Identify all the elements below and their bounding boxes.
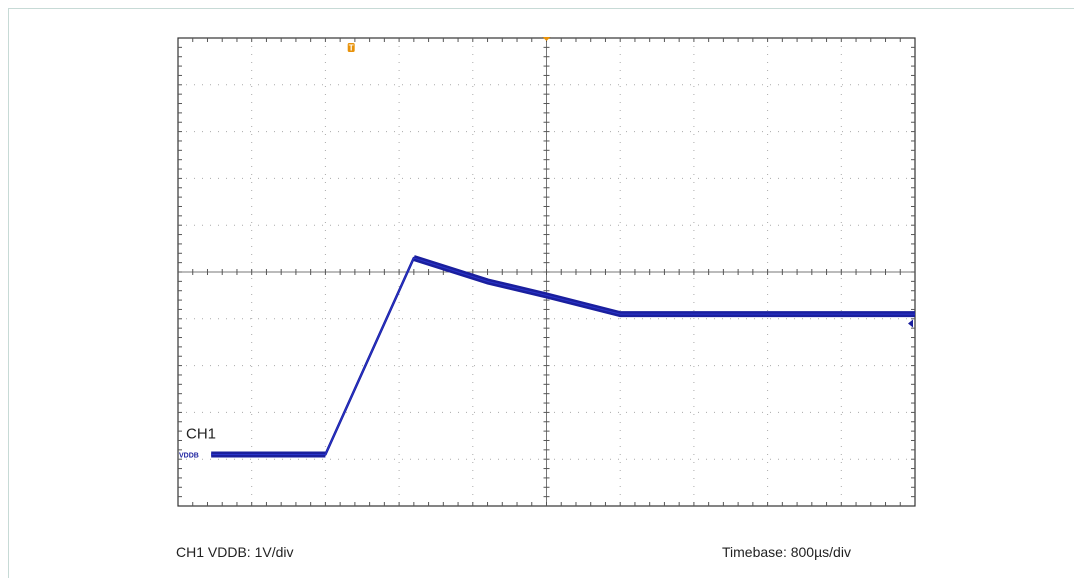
markers: CH1 VDDB T [179, 37, 913, 460]
ch1-label: CH1 [186, 426, 216, 443]
trigger-level-marker [908, 319, 913, 328]
vddb-ground-marker: VDDB [179, 453, 199, 460]
channel-scale-caption: CH1 VDDB: 1V/div [176, 544, 294, 560]
timebase-caption: Timebase: 800µs/div [722, 544, 851, 560]
trigger-position-letter: T [349, 44, 354, 53]
trigger-position-marker [347, 43, 355, 52]
ch1-trace-highlight [211, 257, 915, 455]
delay-marker [542, 37, 551, 41]
page-frame [8, 8, 1074, 578]
trace-layer [211, 255, 915, 458]
grid [177, 37, 916, 507]
